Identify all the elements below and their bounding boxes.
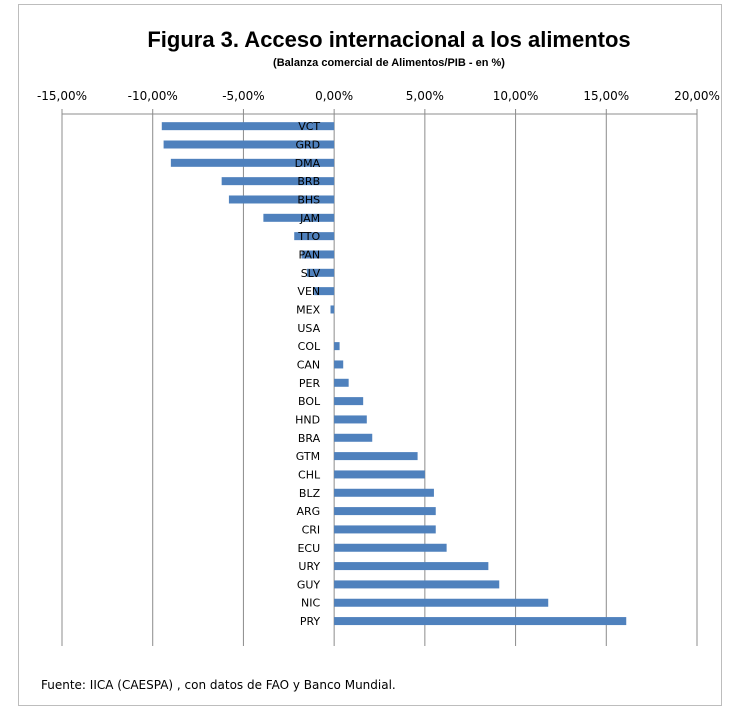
category-label: VEN bbox=[297, 285, 320, 298]
bar-jam bbox=[263, 213, 335, 222]
category-label: BHS bbox=[297, 193, 320, 206]
category-label: CRI bbox=[302, 523, 321, 536]
bar-tto bbox=[294, 232, 335, 241]
category-label: BOL bbox=[298, 395, 321, 408]
category-label: PER bbox=[299, 377, 321, 390]
bar-mex bbox=[330, 305, 335, 314]
x-axis-ticks: -15,00% -10,00% -5,00% 0,00% 5,00% 10,00% 15,0… bbox=[37, 89, 720, 103]
bar-vct bbox=[161, 122, 335, 131]
x-tick-label: 20,00% bbox=[674, 89, 720, 103]
bar-can bbox=[334, 360, 344, 369]
bar-chl bbox=[334, 470, 425, 479]
chart-frame: Figura 3. Acceso internacional a los ali… bbox=[18, 4, 722, 706]
category-label: NIC bbox=[301, 597, 320, 610]
category-label: PAN bbox=[298, 248, 320, 261]
bar-guy bbox=[334, 580, 500, 589]
bar-nic bbox=[334, 598, 549, 607]
category-label: CAN bbox=[297, 358, 320, 371]
bar-hnd bbox=[334, 415, 367, 424]
category-labels: VCT GRD DMA BRB BHS JAM TTO PAN SLV VEN MEX USA COL C… bbox=[295, 120, 321, 628]
category-label: COL bbox=[298, 340, 321, 353]
chart-subtitle: (Balanza comercial de Alimentos/PIB - en… bbox=[273, 57, 505, 69]
x-tick-label: 5,00% bbox=[406, 89, 444, 103]
x-tick-label: -15,00% bbox=[37, 89, 87, 103]
bar-bhs bbox=[228, 195, 335, 204]
bar-chart: Figura 3. Acceso internacional a los ali… bbox=[37, 27, 720, 692]
category-label: DMA bbox=[295, 157, 321, 170]
bar-cri bbox=[334, 525, 436, 534]
category-label: HND bbox=[295, 413, 320, 426]
bar-bol bbox=[334, 397, 364, 406]
bar-bra bbox=[334, 433, 373, 442]
chart-title: Figura 3. Acceso internacional a los ali… bbox=[147, 27, 630, 52]
bar-ury bbox=[334, 562, 489, 571]
category-label: BRA bbox=[298, 432, 321, 445]
x-tick-label: -10,00% bbox=[128, 89, 178, 103]
category-label: JAM bbox=[299, 212, 320, 225]
category-label: TTO bbox=[297, 230, 320, 243]
category-label: GUY bbox=[297, 578, 321, 591]
category-label: CHL bbox=[298, 468, 321, 481]
category-label: USA bbox=[297, 322, 320, 335]
bar-pry bbox=[334, 617, 627, 626]
category-label: PRY bbox=[300, 615, 321, 628]
x-tick-label: 15,00% bbox=[583, 89, 629, 103]
bar-brb bbox=[221, 177, 335, 186]
bar-ven bbox=[314, 287, 335, 296]
x-tick-label: 0,00% bbox=[315, 89, 353, 103]
bar-pan bbox=[301, 250, 335, 259]
bars bbox=[161, 122, 627, 626]
source-note: Fuente: IICA (CAESPA) , con datos de FAO… bbox=[41, 678, 396, 692]
category-label: MEX bbox=[296, 303, 320, 316]
bar-dma bbox=[170, 158, 335, 167]
category-label: ARG bbox=[296, 505, 320, 518]
bar-per bbox=[334, 378, 349, 387]
category-label: SLV bbox=[301, 267, 321, 280]
x-tick-label: 10,00% bbox=[493, 89, 539, 103]
bar-arg bbox=[334, 507, 436, 516]
category-label: ECU bbox=[297, 542, 320, 555]
bar-gtm bbox=[334, 452, 418, 461]
bar-blz bbox=[334, 488, 434, 497]
bar-slv bbox=[306, 268, 335, 277]
bar-grd bbox=[163, 140, 335, 149]
bar-col bbox=[334, 342, 340, 351]
bar-ecu bbox=[334, 543, 447, 552]
x-tick-label: -5,00% bbox=[222, 89, 264, 103]
category-label: BRB bbox=[297, 175, 320, 188]
category-label: VCT bbox=[298, 120, 320, 133]
category-label: URY bbox=[298, 560, 320, 573]
category-label: GRD bbox=[296, 138, 321, 151]
category-label: GTM bbox=[296, 450, 320, 463]
category-label: BLZ bbox=[299, 487, 321, 500]
